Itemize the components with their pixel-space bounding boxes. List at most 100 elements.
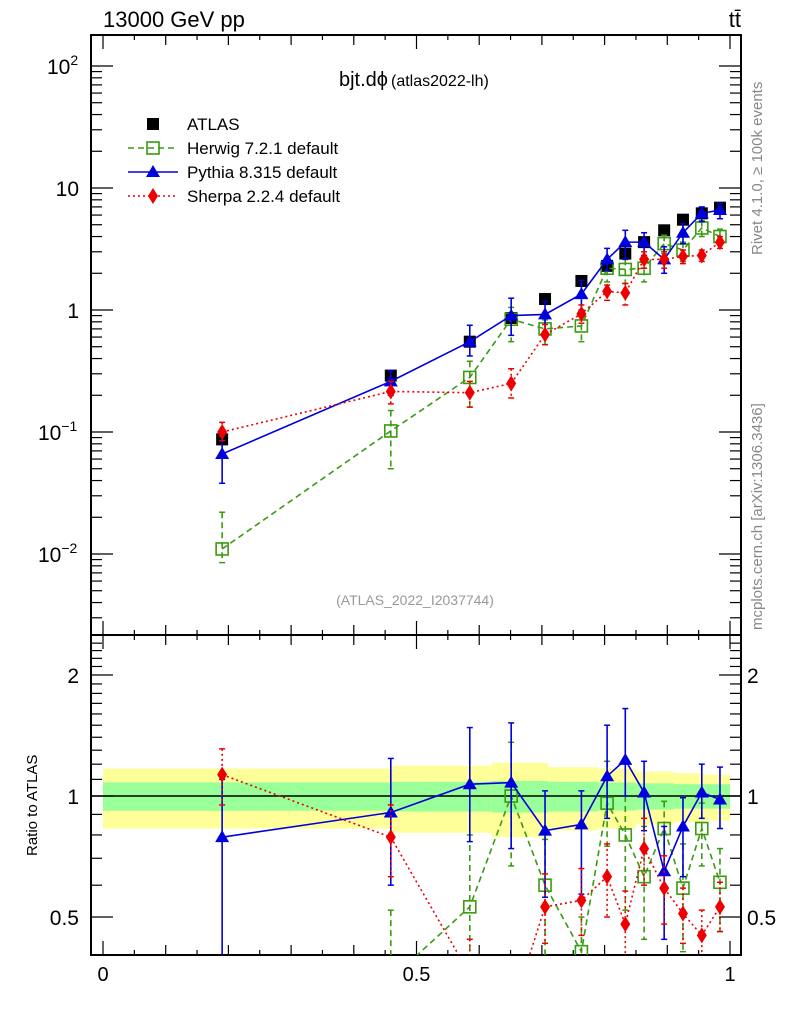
ratio-pythia-point — [574, 817, 589, 830]
main-sherpa-point — [506, 375, 517, 392]
ratio-pythia-point — [618, 752, 633, 765]
main-sherpa-point — [639, 251, 650, 268]
ratio-pythia-point — [462, 777, 477, 790]
ratio-herwig-point — [462, 900, 477, 914]
ratio-sherpa-point — [576, 892, 587, 909]
ratio-herwig-point — [637, 869, 651, 884]
rivet-label: Rivet 4.1.0, ≥ 100k events — [749, 82, 766, 255]
ratio-sherpa-point — [659, 880, 670, 897]
y-tick-label: 10 — [56, 178, 79, 201]
ratio-sherpa-point — [639, 840, 650, 857]
ratio-pythia-point — [694, 785, 709, 798]
main-herwig-point — [462, 370, 477, 385]
legend-atlas-label: ATLAS — [187, 115, 240, 134]
x-tick-label: 0 — [97, 964, 108, 986]
legend: ATLAS Herwig 7.2.1 default Pythia 8.315 de… — [128, 115, 340, 206]
main-pythia-point — [462, 334, 477, 347]
y-tick-label: 102 — [47, 52, 78, 79]
legend-sherpa-marker — [148, 188, 158, 204]
main-herwig-line — [221, 227, 721, 550]
mcplots-label: mcplots.cern.ch [arXiv:1306.3436] — [749, 403, 766, 630]
main-sherpa-point — [620, 284, 631, 301]
main-pythia-point — [637, 235, 652, 248]
y-tick-label: 10−2 — [38, 540, 78, 567]
ratio-y-tick-label: 1 — [67, 786, 79, 809]
main-sherpa-point — [602, 283, 613, 300]
ratio-sherpa-point — [506, 1004, 516, 1020]
main-herwig-point — [618, 262, 633, 277]
legend-pythia-marker — [146, 165, 160, 177]
main-atlas-point — [539, 293, 552, 306]
legend-herwig-marker — [146, 141, 160, 155]
main-sherpa-point — [714, 234, 725, 251]
main-pythia-point — [675, 225, 690, 238]
ratio-pythia-point — [637, 785, 652, 798]
y-tick-label: 1 — [67, 300, 79, 323]
main-sherpa-point — [385, 383, 396, 400]
ratio-pythia-point — [504, 775, 519, 788]
main-series — [215, 201, 727, 564]
ratio-herwig-point — [694, 821, 709, 836]
ratio-sherpa-point — [465, 966, 475, 982]
ratio-sherpa-point — [677, 905, 688, 922]
ratio-sherpa-point — [620, 916, 631, 933]
energy-label: 13000 GeV pp — [103, 7, 245, 32]
ratio-pythia-point — [712, 792, 727, 805]
plot-subtitle: (atlas2022-lh) — [391, 73, 489, 90]
main-herwig-point — [383, 424, 398, 438]
legend-herwig-label: Herwig 7.2.1 default — [187, 139, 338, 158]
main-herwig-point — [215, 542, 229, 556]
x-tick-label: 0.5 — [403, 964, 431, 986]
main-atlas-point — [676, 213, 689, 226]
legend-atlas-marker — [147, 118, 159, 130]
main-axes: 102 10 1 10−1 10−2 — [38, 34, 742, 636]
main-pythia-point — [504, 308, 519, 321]
ratio-herwig-point — [385, 973, 397, 985]
ratio-sherpa-point — [696, 927, 707, 944]
ratio-herwig-point — [574, 944, 589, 955]
ratio-ylabel: Ratio to ATLAS — [24, 755, 41, 856]
ratio-herwig-point — [618, 828, 633, 842]
main-pythia-point — [694, 206, 709, 219]
main-sherpa-point — [677, 248, 688, 265]
main-sherpa-point — [217, 424, 228, 440]
ratio-sherpa-point — [217, 766, 228, 783]
ratio-y-tick-label-right: 1 — [747, 786, 759, 809]
main-pythia-point — [618, 235, 633, 248]
ratio-y-tick-label-right: 0.5 — [747, 907, 776, 930]
ratio-axes: 0 0.5 1 2 2 1 1 0.5 0.5 — [50, 634, 776, 986]
main-pythia-point — [574, 287, 589, 300]
ratio-y-tick-label: 2 — [67, 665, 79, 688]
ratio-sherpa-point — [540, 898, 551, 915]
legend-sherpa-label: Sherpa 2.2.4 default — [187, 187, 340, 206]
main-sherpa-point — [696, 247, 707, 264]
ratio-pythia-point — [657, 864, 672, 877]
main-pythia-point — [538, 307, 553, 320]
main-plot: 102 10 1 10−1 10−2 bjt.dϕ (atlas2022-lh) (AT… — [38, 34, 742, 636]
plot-title: bjt.dϕ — [339, 69, 388, 91]
ratio-y-tick-label-right: 2 — [747, 665, 759, 688]
legend-pythia-label: Pythia 8.315 default — [187, 163, 338, 182]
ratio-pythia-point — [600, 769, 615, 782]
ratio-plot: 0 0.5 1 2 2 1 1 0.5 0.5 Ratio to ATLAS — [24, 634, 776, 1020]
ratio-series — [215, 707, 727, 1020]
main-sherpa-point — [540, 326, 551, 343]
process-label: tt̄ — [729, 7, 741, 32]
ratio-sherpa-point — [385, 829, 396, 846]
main-sherpa-point — [576, 305, 587, 322]
analysis-annotation: (ATLAS_2022_I2037744) — [336, 592, 494, 608]
main-sherpa-point — [659, 251, 670, 268]
x-tick-label: 1 — [724, 964, 735, 986]
y-tick-label: 10−1 — [38, 418, 78, 445]
ratio-sherpa-point — [714, 898, 725, 915]
main-pythia-point — [383, 374, 398, 387]
main-pythia-point — [600, 252, 615, 265]
main-atlas-point — [658, 224, 671, 237]
ratio-y-tick-label: 0.5 — [50, 907, 79, 930]
main-pythia-point — [215, 447, 230, 460]
ratio-pythia-point — [538, 823, 553, 836]
ratio-uncertainty-band — [103, 762, 730, 838]
main-pythia-point — [712, 203, 727, 216]
ratio-pythia-point — [675, 819, 690, 832]
